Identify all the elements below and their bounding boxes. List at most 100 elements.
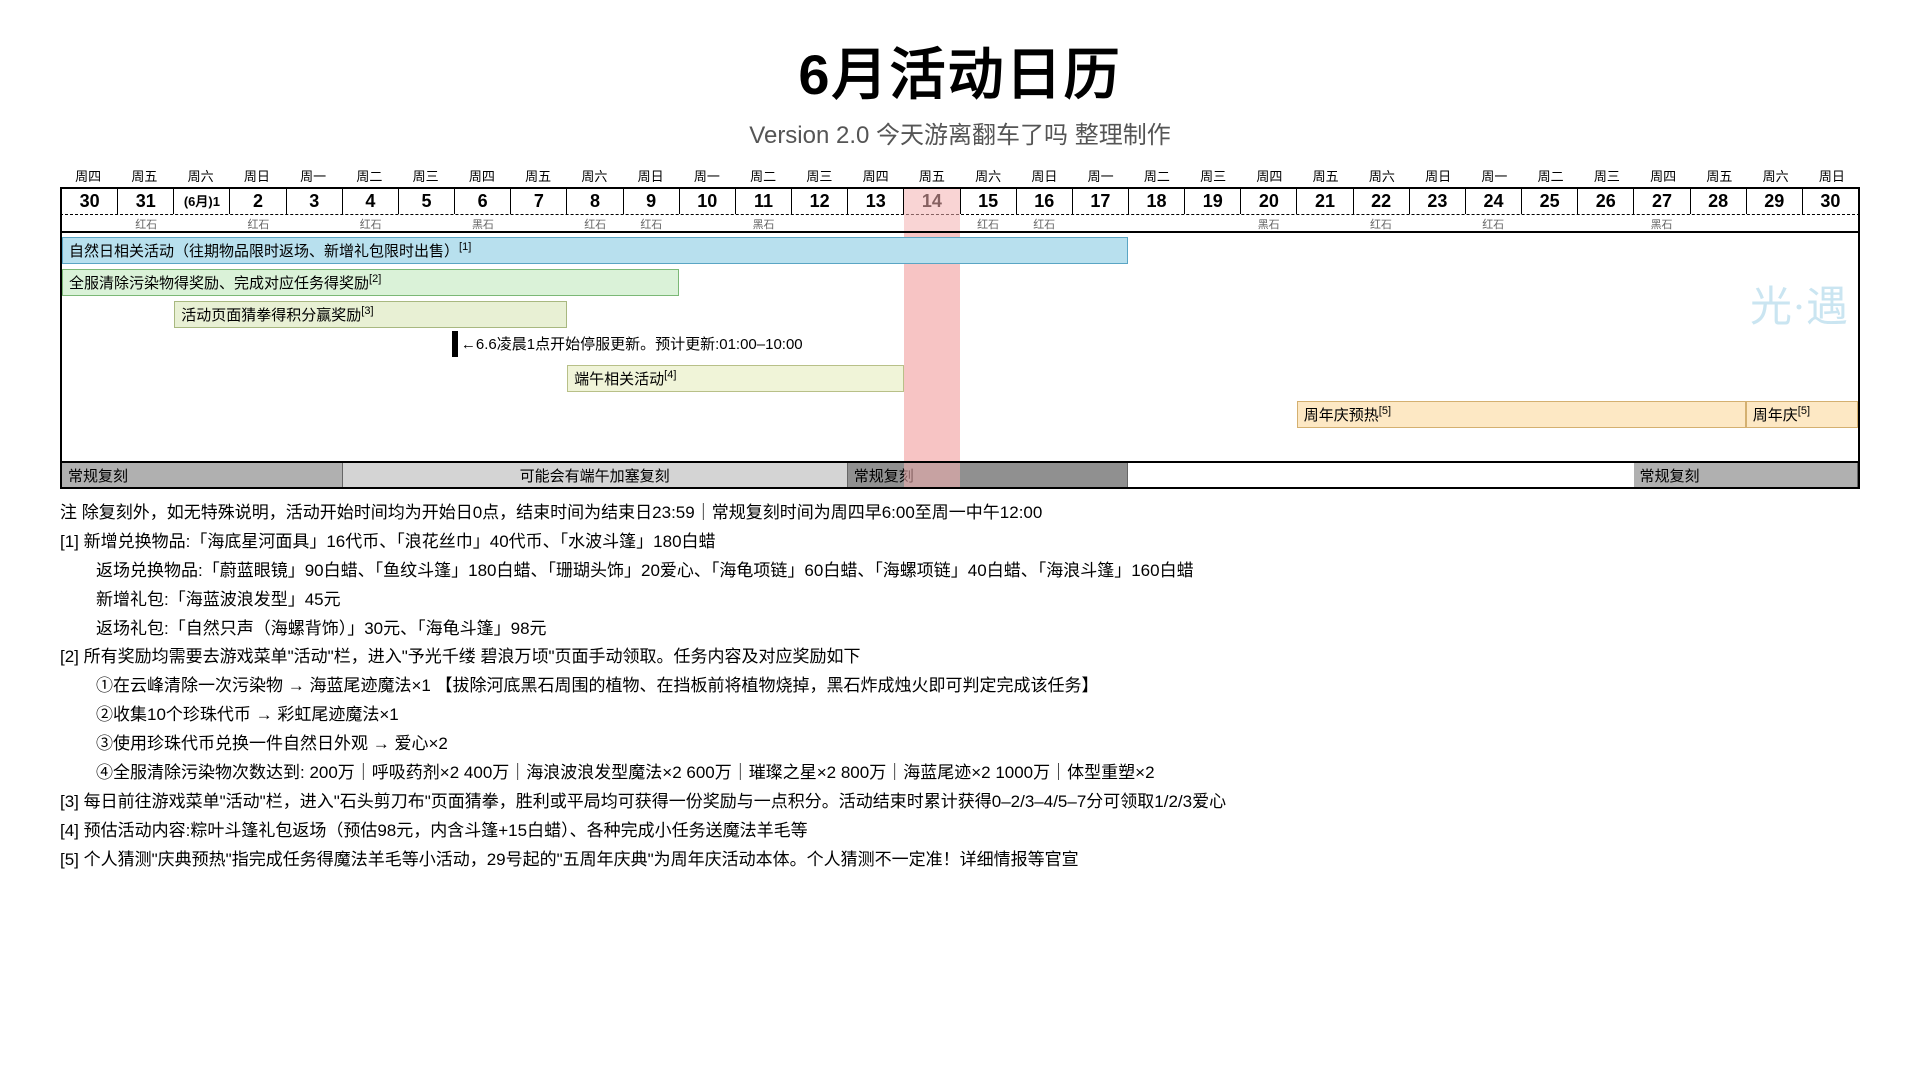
weekday-cell: 周一: [679, 166, 735, 187]
date-cell: 27: [1634, 189, 1690, 214]
date-cell: 9: [624, 189, 680, 214]
date-cell: 6: [455, 189, 511, 214]
page-subtitle: Version 2.0 今天游离翻车了吗 整理制作: [60, 115, 1860, 150]
stone-cell: 红石: [343, 215, 399, 231]
stone-cell: [1297, 215, 1353, 231]
weekday-cell: 周日: [1804, 166, 1860, 187]
stone-row: 红石红石红石黑石红石红石黑石红石红石黑石红石红石黑石: [60, 215, 1860, 233]
weekday-cell: 周五: [1298, 166, 1354, 187]
fuke-bar: 常规复刻: [848, 463, 1129, 487]
weekday-cell: 周四: [848, 166, 904, 187]
stone-cell: [62, 215, 118, 231]
weekday-cell: 周五: [116, 166, 172, 187]
note-line: [2] 所有奖励均需要去游戏菜单"活动"栏，进入"予光千缕 碧浪万顷"页面手动领…: [60, 643, 1860, 672]
date-cell: 20: [1241, 189, 1297, 214]
date-cell: 5: [399, 189, 455, 214]
weekday-cell: 周日: [623, 166, 679, 187]
stone-cell: 黑石: [736, 215, 792, 231]
watermark: 光·遇: [1750, 273, 1848, 334]
event-bar: 端午相关活动[4]: [567, 365, 904, 392]
date-cell: 29: [1747, 189, 1803, 214]
note-line: 返场兑换物品:「蔚蓝眼镜」90白蜡、「鱼纹斗篷」180白蜡、「珊瑚头饰」20爱心…: [60, 557, 1860, 586]
today-highlight-header: [904, 189, 960, 231]
stone-cell: [1185, 215, 1241, 231]
date-cell: 15: [961, 189, 1017, 214]
stone-cell: [1521, 215, 1577, 231]
stone-cell: [1802, 215, 1858, 231]
stone-cell: 红石: [567, 215, 623, 231]
weekday-cell: 周三: [1579, 166, 1635, 187]
note-line: ①在云峰清除一次污染物 → 海蓝尾迹魔法×1 【拔除河底黑石周围的植物、在挡板前…: [60, 672, 1860, 701]
weekday-cell: 周二: [1129, 166, 1185, 187]
stone-cell: [679, 215, 735, 231]
weekday-cell: 周一: [285, 166, 341, 187]
date-cell: 28: [1691, 189, 1747, 214]
weekday-cell: 周三: [398, 166, 454, 187]
weekday-cell: 周六: [1354, 166, 1410, 187]
stone-cell: [1690, 215, 1746, 231]
date-cell: (6月)1: [174, 189, 230, 214]
date-cell: 4: [343, 189, 399, 214]
stone-cell: 红石: [118, 215, 174, 231]
weekday-cell: 周二: [341, 166, 397, 187]
date-cell: 3: [287, 189, 343, 214]
date-cell: 24: [1466, 189, 1522, 214]
fuke-bar: 常规复刻: [62, 463, 343, 487]
date-cell: 18: [1129, 189, 1185, 214]
event-bar: 全服清除污染物得奖励、完成对应任务得奖励[2]: [62, 269, 679, 296]
today-highlight: [904, 233, 960, 461]
weekday-cell: 周日: [1016, 166, 1072, 187]
stone-cell: [1409, 215, 1465, 231]
weekday-cell: 周四: [1241, 166, 1297, 187]
event-bar: 自然日相关活动（往期物品限时返场、新增礼包限时出售）[1]: [62, 237, 1128, 264]
note-line: ④全服清除污染物次数达到: 200万｜呼吸药剂×2 400万｜海浪波浪发型魔法×…: [60, 759, 1860, 788]
weekday-cell: 周四: [60, 166, 116, 187]
date-cell: 13: [848, 189, 904, 214]
note-line: ③使用珍珠代币兑换一件自然日外观 → 爱心×2: [60, 730, 1860, 759]
calendar-container: 周四周五周六周日周一周二周三周四周五周六周日周一周二周三周四周五周六周日周一周二…: [60, 166, 1860, 489]
weekday-cell: 周日: [1410, 166, 1466, 187]
stone-cell: 红石: [623, 215, 679, 231]
weekday-cell: 周六: [566, 166, 622, 187]
fuke-bar: 常规复刻: [1634, 463, 1859, 487]
stone-cell: 红石: [230, 215, 286, 231]
event-bar: 活动页面猜拳得积分赢奖励[3]: [174, 301, 567, 328]
stone-cell: [1072, 215, 1128, 231]
weekday-cell: 周一: [1466, 166, 1522, 187]
page-title: 6月活动日历: [60, 30, 1860, 111]
date-cell: 21: [1297, 189, 1353, 214]
event-bar: 周年庆[5]: [1746, 401, 1858, 428]
date-cell: 2: [230, 189, 286, 214]
weekday-cell: 周三: [791, 166, 847, 187]
stone-cell: [1577, 215, 1633, 231]
date-cell: 10: [680, 189, 736, 214]
date-cell: 8: [567, 189, 623, 214]
stone-cell: [511, 215, 567, 231]
date-cell: 25: [1522, 189, 1578, 214]
weekday-cell: 周六: [1748, 166, 1804, 187]
weekday-cell: 周六: [173, 166, 229, 187]
note-line: [1] 新增兑换物品:「海底星河面具」16代币、「浪花丝巾」40代币、「水波斗篷…: [60, 528, 1860, 557]
date-cell: 11: [736, 189, 792, 214]
weekday-cell: 周五: [510, 166, 566, 187]
timeline: 光·遇 自然日相关活动（往期物品限时返场、新增礼包限时出售）[1] 全服清除污染物…: [60, 233, 1860, 463]
date-cell: 16: [1017, 189, 1073, 214]
stone-cell: [399, 215, 455, 231]
note-line: 注 除复刻外，如无特殊说明，活动开始时间均为开始日0点，结束时间为结束日23:5…: [60, 499, 1860, 528]
maintenance-text: ←6.6凌晨1点开始停服更新。预计更新:01:00–10:00: [461, 333, 803, 354]
stone-cell: [1128, 215, 1184, 231]
date-cell: 30: [1803, 189, 1858, 214]
weekday-cell: 周五: [904, 166, 960, 187]
note-line: 新增礼包:「海蓝波浪发型」45元: [60, 586, 1860, 615]
weekday-cell: 周五: [1691, 166, 1747, 187]
stone-cell: 黑石: [1634, 215, 1690, 231]
date-cell: 26: [1578, 189, 1634, 214]
fuke-bar: 可能会有端午加塞复刻: [343, 463, 848, 487]
date-cell: 19: [1185, 189, 1241, 214]
stone-cell: 黑石: [1241, 215, 1297, 231]
stone-cell: [1746, 215, 1802, 231]
stone-cell: 红石: [1465, 215, 1521, 231]
stone-cell: [792, 215, 848, 231]
note-line: [3] 每日前往游戏菜单"活动"栏，进入"石头剪刀布"页面猜拳，胜利或平局均可获…: [60, 788, 1860, 817]
date-row: 3031(6月)12345678910111213141516171819202…: [60, 187, 1860, 215]
